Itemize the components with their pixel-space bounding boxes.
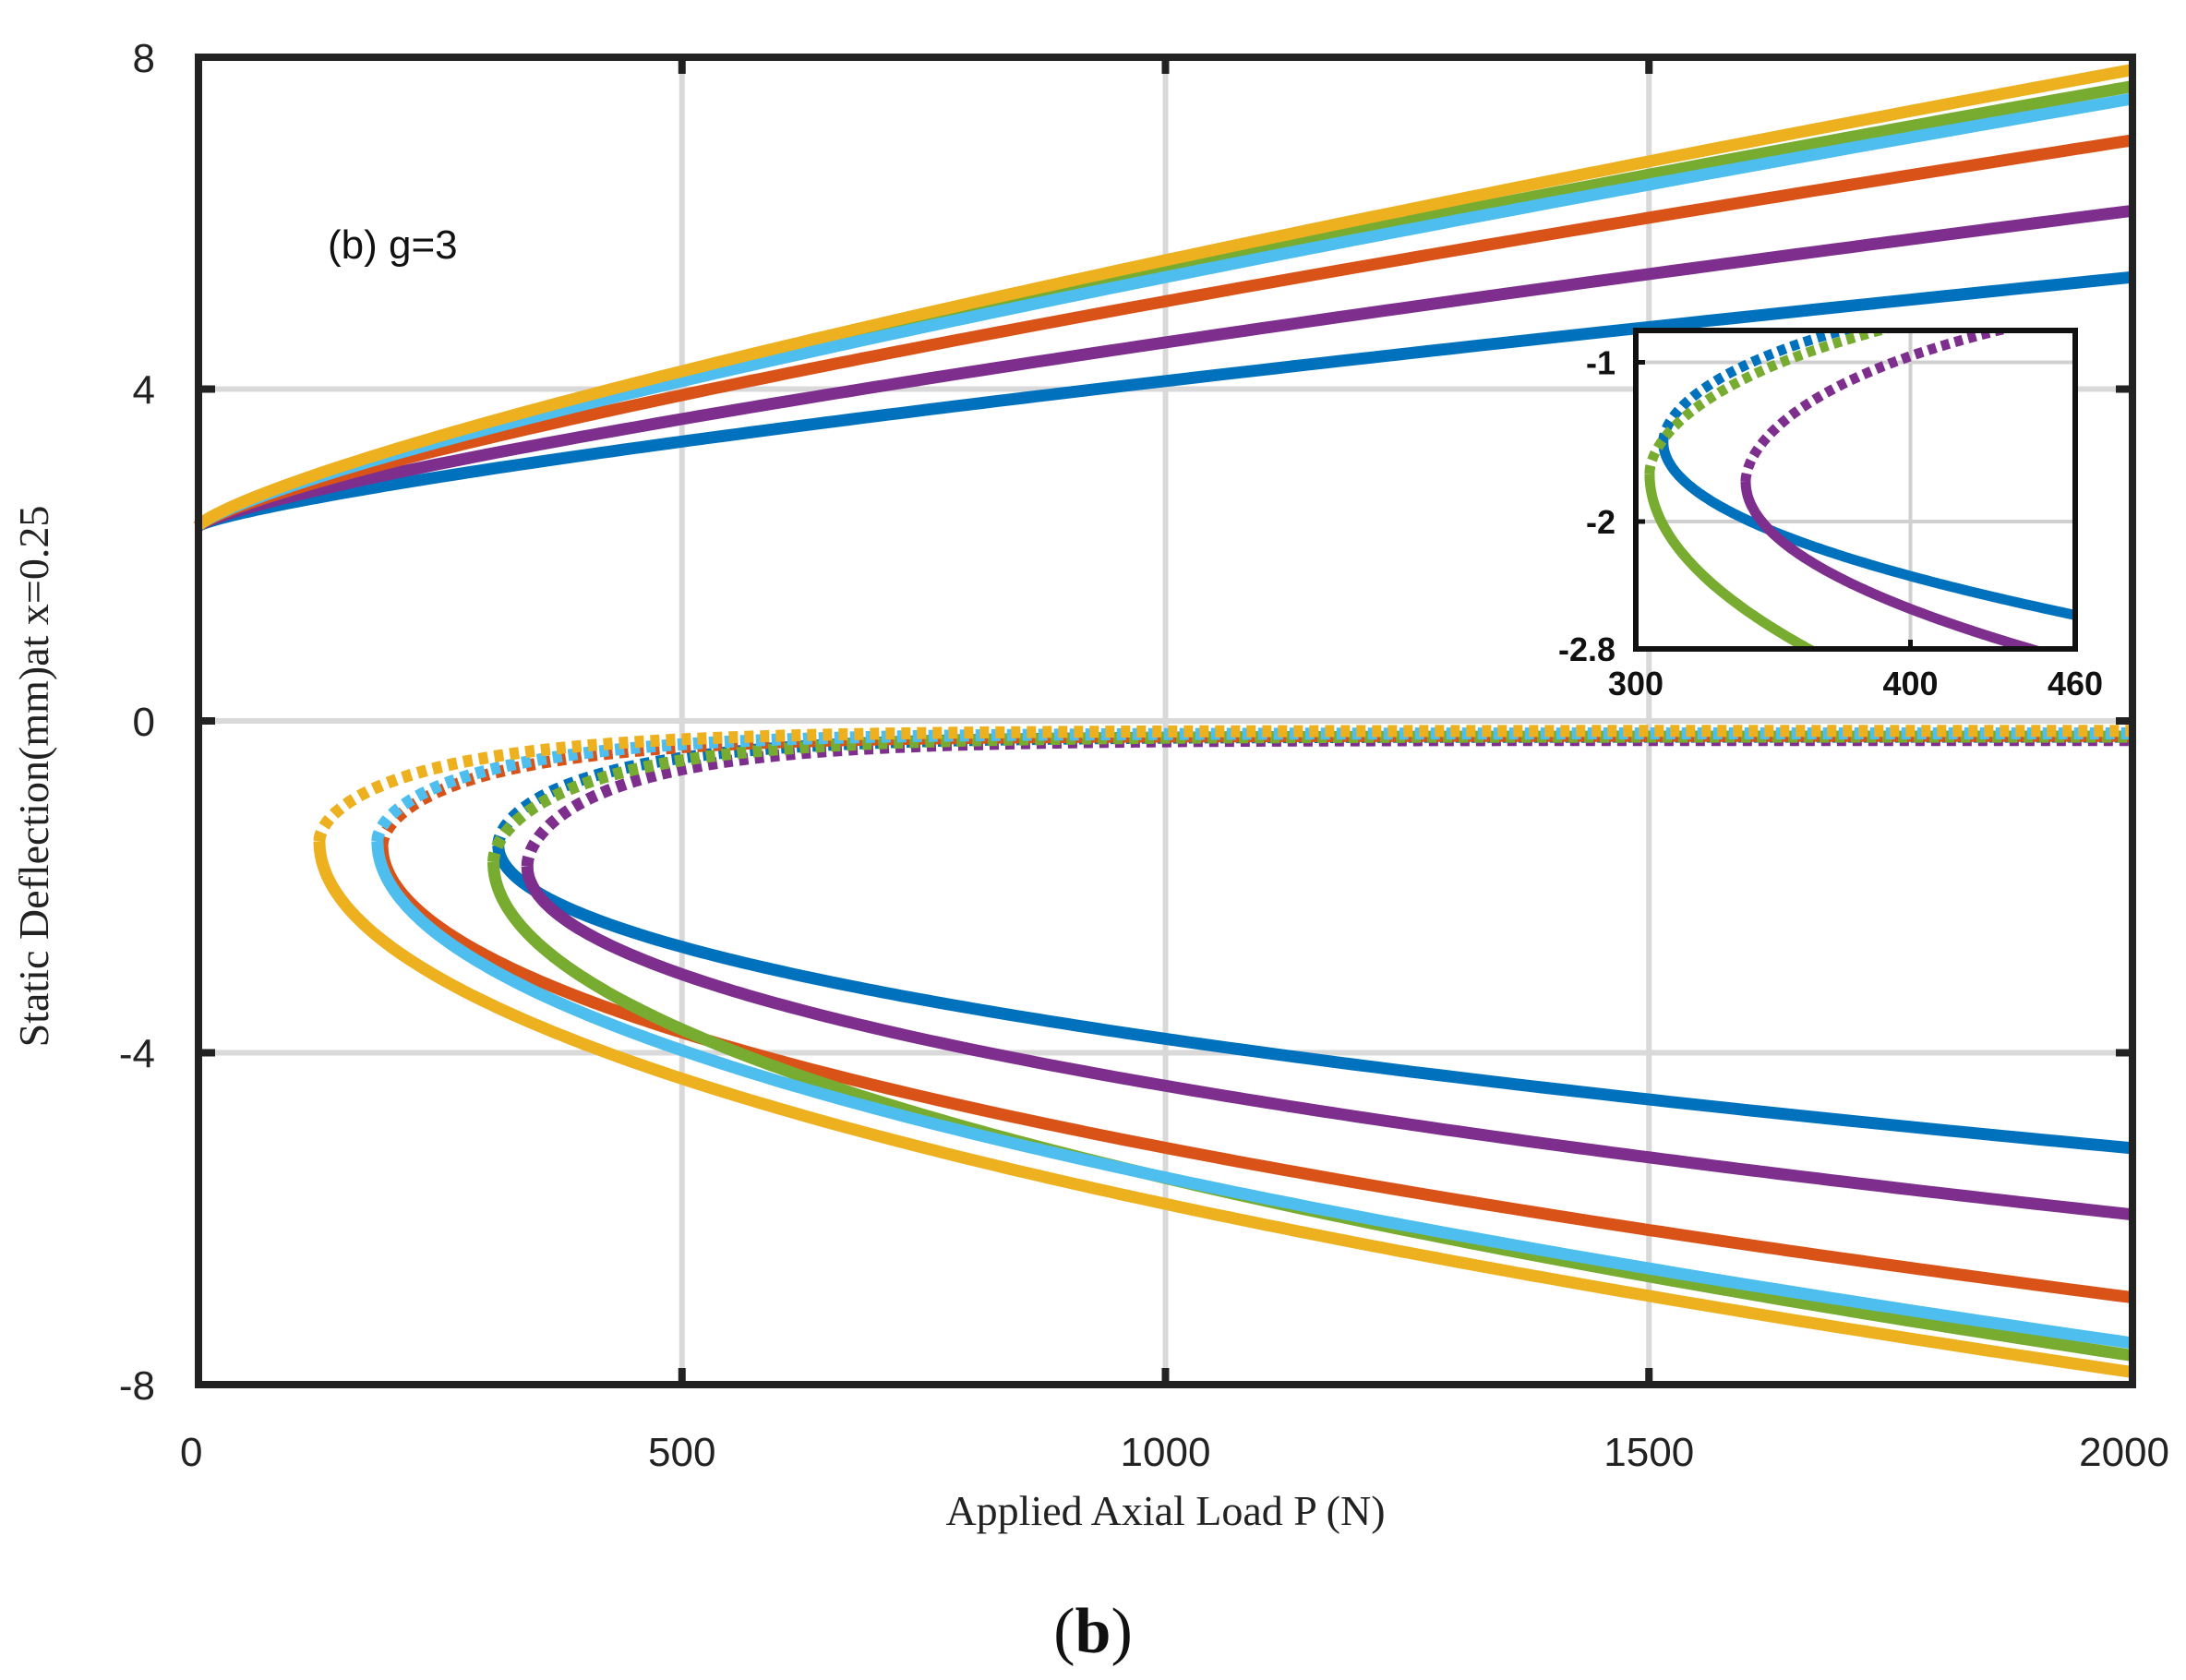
inset-x-tick-label: 400 — [1882, 665, 1938, 702]
x-tick-label: 0 — [180, 1430, 202, 1475]
inset-series-yellow-stable — [1636, 745, 2103, 870]
x-tick-label: 1000 — [1121, 1430, 1211, 1475]
series-orange-lower-stable-branch — [376, 845, 2133, 1304]
series-yellow-lower-stable-branch — [313, 840, 2133, 1378]
caption-letter: b — [1075, 1596, 1111, 1667]
x-tick-label: 1500 — [1603, 1430, 1694, 1475]
inset-x-tick-label: 460 — [2048, 665, 2103, 702]
inset-zoom: 300 400 460 -1 -2 -2.8 — [1558, 328, 2103, 870]
inset-y-tick-label: -2.8 — [1558, 630, 1615, 668]
series-yellow-upper-branch — [193, 64, 2134, 530]
y-tick-label: -4 — [119, 1032, 155, 1077]
y-tick-label: 8 — [133, 36, 155, 81]
inset-series-purple-stable — [1740, 481, 2049, 649]
series-blue-lower-stable-branch — [492, 845, 2133, 1155]
inset-series-green-stable — [1644, 474, 1820, 649]
x-tick-label: 2000 — [2079, 1430, 2169, 1475]
inset-series-green-unstable — [1644, 330, 1901, 474]
inset-x-tick-label: 300 — [1608, 665, 1664, 702]
caption-close-paren: ) — [1111, 1596, 1132, 1667]
inset-plot-area — [1636, 330, 2103, 870]
inset-series-blue-stable — [1658, 441, 2075, 620]
inset-series-blue-unstable — [1658, 330, 1862, 443]
series-green-unstable-branch — [487, 730, 2132, 863]
main-tick-labels: 0 500 1000 1500 2000 8 4 0 -4 -8 — [119, 36, 2169, 1475]
inset-grid — [1636, 330, 2075, 649]
main-axes-frame — [195, 54, 2136, 1388]
inset-tick-marks — [1633, 360, 2078, 652]
inset-tick-labels: 300 400 460 -1 -2 -2.8 — [1558, 344, 2103, 703]
inset-y-tick-label: -1 — [1586, 344, 1615, 382]
inset-series-light-blue-stable — [1636, 677, 2103, 816]
y-tick-label: 0 — [133, 700, 155, 745]
annotation-label: (b) g=3 — [328, 222, 458, 268]
series-purple-upper-branch — [194, 204, 2133, 531]
y-tick-label: -8 — [119, 1363, 155, 1409]
series-yellow-unstable-branch — [313, 725, 2132, 842]
inset-axes-frame — [1633, 328, 2078, 652]
x-tick-label: 500 — [648, 1430, 715, 1475]
x-axis-label: Applied Axial Load P (N) — [945, 1487, 1385, 1534]
series-purple-lower-stable-branch — [521, 865, 2133, 1221]
y-axis-label: Static Deflection(mm)at x=0.25 — [10, 506, 57, 1048]
y-tick-label: 4 — [133, 368, 155, 414]
figure-caption: (b) — [1053, 1596, 1133, 1667]
series-light-blue-lower-stable-branch — [371, 840, 2133, 1350]
series-purple-unstable-branch — [521, 734, 2132, 867]
inset-series-purple-unstable — [1740, 330, 2021, 483]
caption-open-paren: ( — [1053, 1596, 1075, 1667]
series-orange-unstable-branch — [376, 729, 2132, 846]
inset-y-tick-label: -2 — [1586, 503, 1615, 541]
